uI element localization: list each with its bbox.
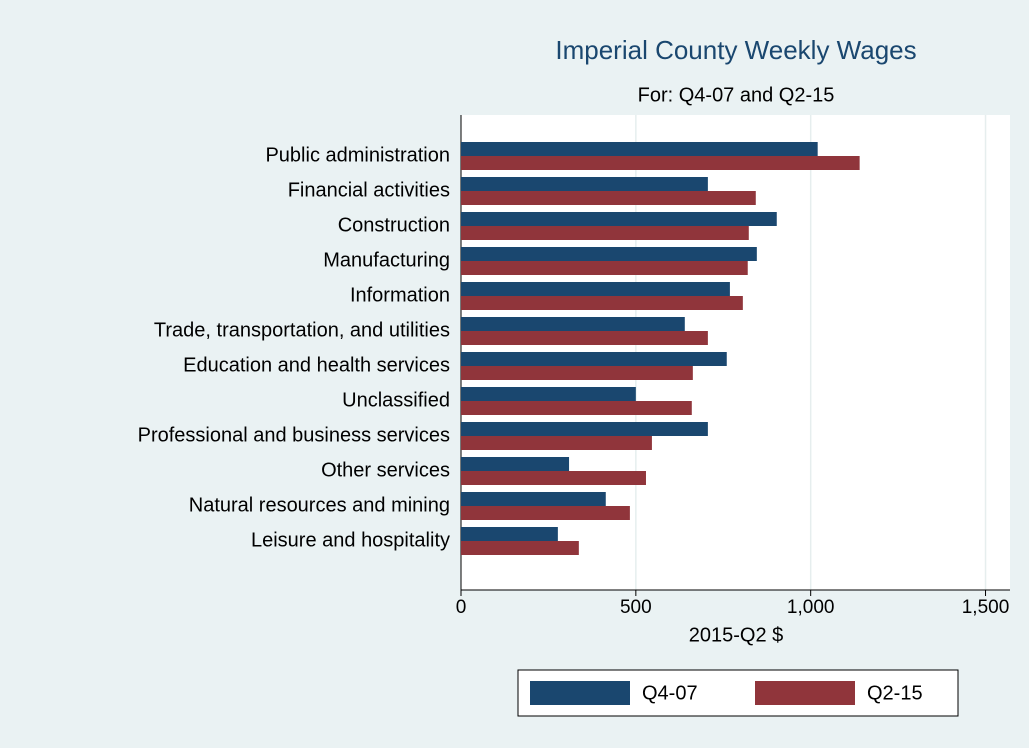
bar	[461, 352, 727, 366]
legend-label: Q2-15	[867, 682, 923, 704]
bar	[461, 226, 749, 240]
y-tick-label: Natural resources and mining	[189, 494, 450, 516]
y-tick-label: Construction	[338, 214, 450, 236]
x-tick-label: 1,500	[962, 597, 1010, 618]
legend-label: Q4-07	[642, 682, 698, 704]
bar	[461, 177, 708, 191]
y-tick-label: Unclassified	[342, 389, 450, 411]
bar	[461, 331, 708, 345]
bar	[461, 366, 693, 380]
bar	[461, 317, 685, 331]
y-tick-label: Other services	[321, 459, 450, 481]
y-tick-label: Manufacturing	[323, 249, 450, 271]
y-tick-label: Public administration	[265, 144, 450, 166]
bar	[461, 156, 860, 170]
y-tick-label: Financial activities	[288, 179, 450, 201]
y-tick-label: Education and health services	[183, 354, 450, 376]
y-tick-label: Trade, transportation, and utilities	[154, 319, 450, 341]
legend-swatch	[530, 681, 630, 705]
chart-subtitle: For: Q4-07 and Q2-15	[638, 84, 835, 106]
bar	[461, 282, 730, 296]
bar	[461, 506, 630, 520]
bar	[461, 471, 646, 485]
y-tick-label: Information	[350, 284, 450, 306]
bar	[461, 261, 748, 275]
y-tick-label: Leisure and hospitality	[251, 529, 450, 551]
bar	[461, 212, 777, 226]
bar	[461, 422, 708, 436]
chart-title: Imperial County Weekly Wages	[555, 35, 916, 65]
bar	[461, 142, 818, 156]
legend-swatch	[755, 681, 855, 705]
y-tick-label: Professional and business services	[138, 424, 450, 446]
bar	[461, 492, 606, 506]
x-axis-title: 2015-Q2 $	[689, 624, 784, 646]
bar	[461, 457, 570, 471]
bar	[461, 296, 743, 310]
bar	[461, 401, 692, 415]
bar	[461, 191, 756, 205]
x-tick-label: 1,000	[787, 597, 835, 618]
bar	[461, 387, 636, 401]
bar	[461, 436, 652, 450]
bar	[461, 247, 757, 261]
bar	[461, 527, 558, 541]
legend-box	[517, 669, 959, 717]
bar	[461, 541, 579, 555]
x-tick-label: 0	[456, 597, 467, 618]
x-tick-label: 500	[620, 597, 652, 618]
